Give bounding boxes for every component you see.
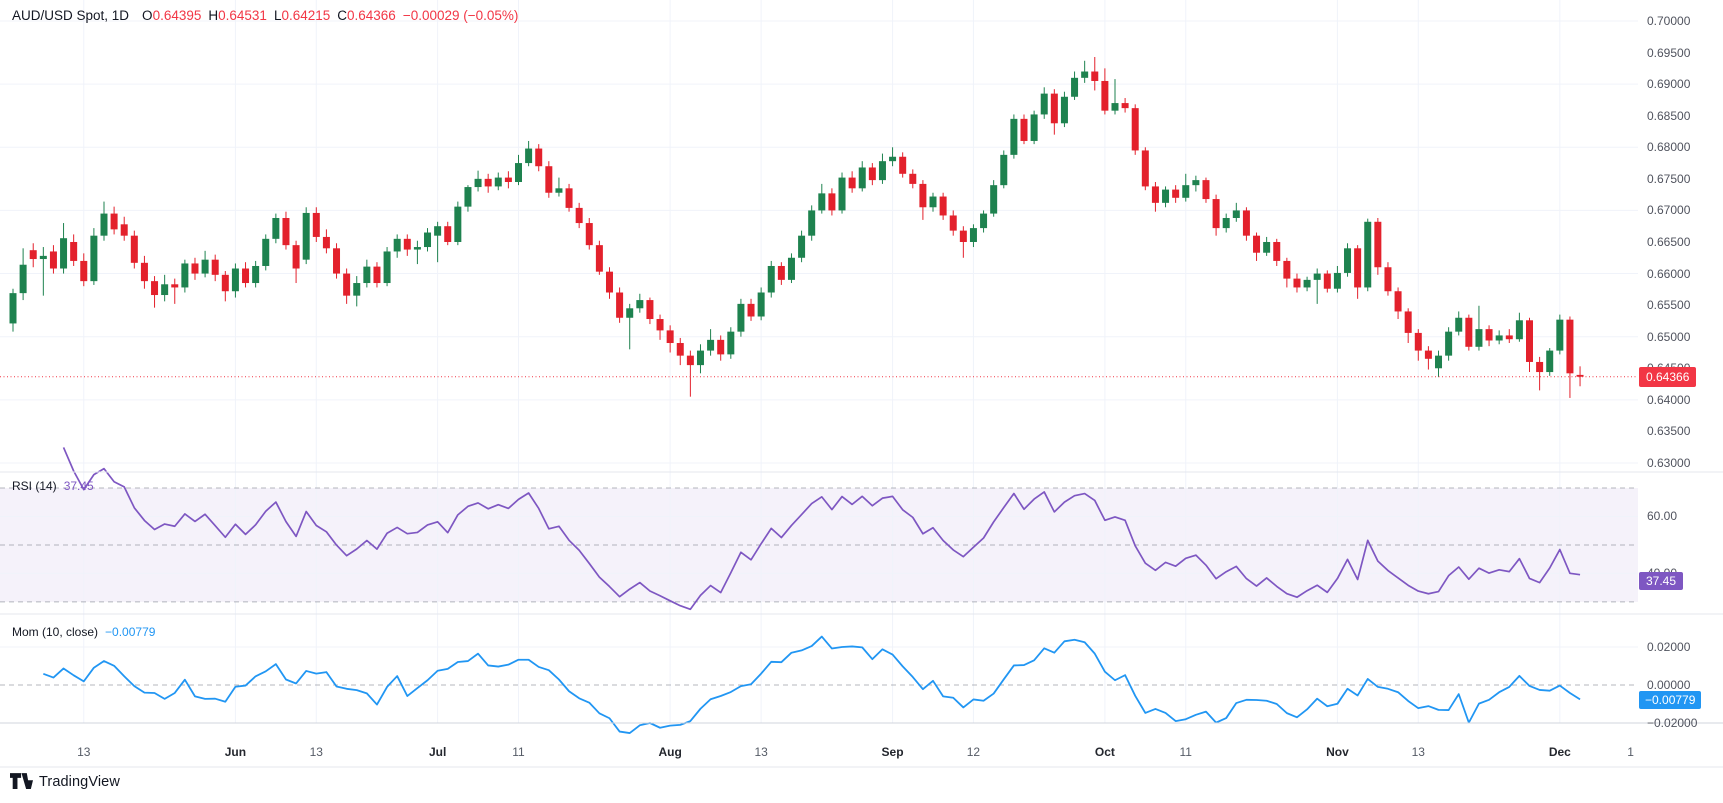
mom-axis-label: −0.02000 <box>1647 716 1698 730</box>
ohlc-open-value: 0.64395 <box>152 8 202 23</box>
ohlc-high-label: H <box>208 8 219 23</box>
ohlc-high-value: 0.64531 <box>218 8 267 23</box>
mom-label: Mom (10, close) <box>12 625 99 639</box>
price-axis-label: 0.65500 <box>1647 298 1691 313</box>
rsi-value: 37.45 <box>63 479 94 493</box>
price-axis-label: 0.68000 <box>1647 140 1691 155</box>
price-axis-label: 0.63500 <box>1647 424 1691 439</box>
time-axis-label: Jun <box>224 745 247 759</box>
tradingview-logo-text: TradingView <box>39 773 120 790</box>
rsi-value-badge: 37.45 <box>1639 571 1684 590</box>
price-axis-label: 0.69000 <box>1647 77 1691 92</box>
time-axis-label: Sep <box>881 745 904 759</box>
time-axis-label: Aug <box>658 745 682 759</box>
rsi-axis-label: 60.00 <box>1647 509 1678 524</box>
tradingview-logo[interactable]: TradingView <box>10 773 120 790</box>
price-axis-label: 0.69500 <box>1647 45 1691 60</box>
last-price-badge: 0.64366 <box>1639 366 1697 387</box>
ohlc-close-value: 0.64366 <box>347 8 396 23</box>
rsi-legend: RSI (14) 37.45 <box>12 479 94 493</box>
price-axis-label: 0.70000 <box>1647 14 1691 28</box>
ohlc-low-label: L <box>273 8 282 23</box>
mom-legend: Mom (10, close) −0.00779 <box>12 625 155 639</box>
time-axis-label: 1 <box>1627 745 1634 759</box>
change-value: −0.00029 (−0.05%) <box>402 8 519 23</box>
ohlc-low-value: 0.64215 <box>281 8 331 23</box>
time-axis-label: 11 <box>512 745 525 759</box>
time-axis-label: Dec <box>1548 745 1571 759</box>
time-axis-label: Jul <box>428 745 447 759</box>
mom-value: −0.00779 <box>105 625 156 639</box>
ohlc-open: O0.64395 <box>142 8 201 23</box>
ohlc-high: H0.64531 <box>208 8 267 23</box>
ohlc-low: L0.64215 <box>274 8 330 23</box>
price-axis-label: 0.66500 <box>1647 234 1691 249</box>
symbol-legend: AUD/USD Spot, 1D O0.64395 H0.64531 L0.64… <box>12 8 518 23</box>
rsi-label: RSI (14) <box>12 479 57 493</box>
price-axis-label: 0.67000 <box>1647 203 1691 218</box>
price-axis-label: 0.65000 <box>1647 329 1691 344</box>
time-axis-label: Oct <box>1094 745 1115 759</box>
time-axis-label: 13 <box>754 745 768 759</box>
time-axis-label: 12 <box>966 745 981 759</box>
time-axis-label: 13 <box>1411 745 1425 759</box>
time-axis-label: 11 <box>1179 745 1192 759</box>
time-axis-label: 13 <box>77 745 91 759</box>
price-axis-label: 0.66000 <box>1647 266 1691 281</box>
mom-value-badge: −0.00779 <box>1639 690 1702 709</box>
time-axis-label: 13 <box>309 745 323 759</box>
symbol-title: AUD/USD Spot, 1D <box>12 8 130 23</box>
time-axis-label: Nov <box>1326 745 1349 759</box>
price-axis-label: 0.64000 <box>1647 392 1691 407</box>
tradingview-logo-icon <box>10 773 33 790</box>
ohlc-open-label: O <box>142 8 153 23</box>
ohlc-close-label: C <box>337 8 348 23</box>
price-axis-label: 0.63000 <box>1647 455 1691 470</box>
mom-axis-label: 0.00000 <box>1647 678 1691 692</box>
ohlc-close: C0.64366 <box>337 8 396 23</box>
mom-axis-label: 0.02000 <box>1647 640 1691 654</box>
price-axis-label: 0.68500 <box>1647 108 1691 123</box>
price-axis-label: 0.67500 <box>1647 171 1691 186</box>
